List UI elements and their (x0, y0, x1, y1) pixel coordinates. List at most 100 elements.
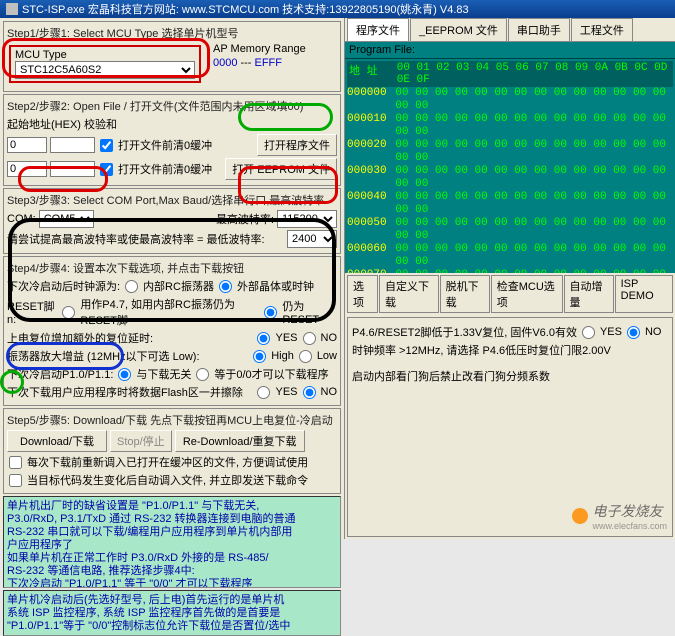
step4-title: Step4/步骤4: 设置本次下载选项, 并点击下载按钮 (7, 260, 337, 276)
hex-tabs: 程序文件 _EEPROM 文件 串口助手 工程文件 (345, 18, 675, 42)
redownload-button[interactable]: Re-Download/重复下载 (175, 430, 305, 452)
btab-options[interactable]: 选项 (347, 275, 378, 313)
minbaud-select[interactable]: 2400 (287, 230, 337, 248)
reset-keep-radio[interactable] (264, 306, 277, 319)
clear-buf2-label: 打开文件前清0缓冲 (118, 161, 212, 177)
tab-serial-helper[interactable]: 串口助手 (508, 18, 570, 41)
osc-gain-label: 振荡器放大增益 (12MHz以下可选 Low): (7, 348, 200, 364)
delay-yes-radio[interactable] (257, 332, 270, 345)
open-program-file-button[interactable]: 打开程序文件 (257, 134, 337, 156)
clock-external-radio[interactable] (219, 280, 232, 293)
com-select[interactable]: COM5 (39, 210, 94, 228)
mem-sep: --- (240, 57, 251, 69)
step5-title: Step5/步骤5: Download/下载 先点下载按钮再MCU上电复位-冷启… (7, 412, 337, 428)
msg-line: RS-232 等通信电路, 推荐选择步骤4中: (7, 565, 337, 578)
hex-row: 00006000 00 00 00 00 00 00 00 00 00 00 0… (347, 243, 673, 269)
step2-start-label: 起始地址(HEX) 校验和 (7, 116, 337, 132)
left-panel: Step1/步骤1: Select MCU Type 选择单片机型号 MCU T… (0, 18, 345, 539)
gain-low-label: Low (317, 350, 337, 362)
right-panel: 程序文件 _EEPROM 文件 串口助手 工程文件 Program File: … (345, 18, 675, 539)
hex-bytes: 00 00 00 00 00 00 00 00 00 00 00 00 00 0… (395, 87, 673, 113)
hex-row: 00001000 00 00 00 00 00 00 00 00 00 00 0… (347, 113, 673, 139)
main-area: Step1/步骤1: Select MCU Type 选择单片机型号 MCU T… (0, 18, 675, 539)
btab-isp-demo[interactable]: ISP DEMO (615, 275, 673, 313)
opt-clock-label: 时钟频率 >12MHz, 请选择 P4.6低压时复位门限2.00V (352, 342, 611, 358)
chksum1-input[interactable] (50, 137, 95, 153)
addr1-input[interactable] (7, 137, 47, 153)
clock-external-label: 外部晶体或时钟 (237, 278, 314, 294)
msg-line: 户应用程序了 (7, 539, 337, 552)
p10p11-none-label: 与下载无关 (136, 366, 191, 382)
gain-high-label: High (271, 350, 294, 362)
btab-check-mcu[interactable]: 检查MCU选项 (491, 275, 563, 313)
hex-rows: 00000000 00 00 00 00 00 00 00 00 00 00 0… (347, 87, 673, 273)
delay-no-radio[interactable] (303, 332, 316, 345)
step2-title: Step2/步骤2: Open File / 打开文件(文件范围内未用区域填00… (7, 98, 337, 114)
bottom-tabs: 选项 自定义下载 脱机下载 检查MCU选项 自动增量 ISP DEMO (345, 273, 675, 315)
clear-buf1-label: 打开文件前清0缓冲 (118, 137, 212, 153)
btab-offline[interactable]: 脱机下载 (440, 275, 490, 313)
hex-bytes: 00 00 00 00 00 00 00 00 00 00 00 00 00 0… (395, 139, 673, 165)
addr2-input[interactable] (7, 161, 47, 177)
hex-addr: 000040 (347, 191, 395, 217)
hex-bytes: 00 00 00 00 00 00 00 00 00 00 00 00 00 0… (395, 191, 673, 217)
reset-p47-radio[interactable] (62, 306, 75, 319)
clock-internal-label: 内部RC振荡器 (143, 278, 214, 294)
p10p11-none-radio[interactable] (118, 368, 131, 381)
msg-line: 系统 ISP 监控程序, 系统 ISP 监控程序首先做的是首要是 (7, 607, 337, 620)
clear-buf1-check[interactable] (100, 139, 113, 152)
reset-p47-label: 用作P4.7, 如用内部RC振荡仍为RESET脚 (80, 296, 259, 328)
msg-line: 下次冷启动 "P1.0/P1.1" 等于 "0/0" 才可以下载程序 (7, 578, 337, 588)
tab-eeprom-file[interactable]: _EEPROM 文件 (410, 18, 507, 41)
step2-group: Step2/步骤2: Open File / 打开文件(文件范围内未用区域填00… (3, 94, 341, 186)
reset-pin-label: RESET脚n: (7, 298, 57, 326)
hex-row: 00005000 00 00 00 00 00 00 00 00 00 00 0… (347, 217, 673, 243)
stop-button[interactable]: Stop/停止 (110, 430, 172, 452)
hex-addr-header: 地 址 (349, 62, 397, 86)
chksum2-input[interactable] (50, 161, 95, 177)
auto-reload-check[interactable] (9, 474, 22, 487)
p10p11-00-label: 等于0/0才可以下载程序 (214, 366, 328, 382)
step4-group: Step4/步骤4: 设置本次下载选项, 并点击下载按钮 下次冷启动后时钟源为:… (3, 256, 341, 406)
opt-reset2-label: P4.6/RESET2脚低于1.33V复位, 固件V6.0有效 (352, 324, 577, 340)
maxbaud-select[interactable]: 115200 (277, 210, 337, 228)
reload-file-label: 每次下载前重新调入已打开在缓冲区的文件, 方便调试使用 (27, 454, 308, 470)
message-box-2: 单片机冷启动后(先选好型号, 后上电)首先运行的是单片机 系统 ISP 监控程序… (3, 590, 341, 636)
hex-bytes: 00 00 00 00 00 00 00 00 00 00 00 00 00 0… (395, 113, 673, 139)
clock-internal-radio[interactable] (125, 280, 138, 293)
msg-line: P3.0/RxD, P3.1/TxD 通过 RS-232 转换器连接到电脑的普通 (7, 513, 337, 526)
hex-bytes: 00 00 00 00 00 00 00 00 00 00 00 00 00 0… (395, 165, 673, 191)
hex-addr: 000010 (347, 113, 395, 139)
p10p11-00-radio[interactable] (196, 368, 209, 381)
maxbaud-label: 最高波特率: (216, 211, 274, 227)
ap-memory-label: AP Memory Range (213, 43, 306, 55)
opt-wdt-label: 启动内部看门狗后禁止改看门狗分频系数 (352, 368, 550, 384)
program-file-label: Program File: (345, 42, 675, 59)
hex-row: 00002000 00 00 00 00 00 00 00 00 00 00 0… (347, 139, 673, 165)
hex-col-header: 00 01 02 03 04 05 06 07 08 09 0A 0B 0C 0… (397, 62, 671, 86)
hex-addr: 000020 (347, 139, 395, 165)
gain-high-radio[interactable] (253, 350, 266, 363)
gain-low-radio[interactable] (299, 350, 312, 363)
msg-line: 单片机冷启动后(先选好型号, 后上电)首先运行的是单片机 (7, 594, 337, 607)
tab-program-file[interactable]: 程序文件 (347, 18, 409, 41)
erase-no-radio[interactable] (303, 386, 316, 399)
tab-project-file[interactable]: 工程文件 (571, 18, 633, 41)
mcu-type-select[interactable]: STC12C5A60S2 (15, 61, 195, 79)
auto-reload-label: 当目标代码发生变化后自动调入文件, 并立即发送下载命令 (27, 472, 308, 488)
clear-buf2-check[interactable] (100, 163, 113, 176)
watermark-icon (572, 508, 588, 524)
open-eeprom-file-button[interactable]: 打开 EEPROM 文件 (225, 158, 337, 180)
download-button[interactable]: Download/下载 (7, 430, 107, 452)
btab-auto-inc[interactable]: 自动增量 (564, 275, 614, 313)
delay-no-label: NO (321, 332, 338, 344)
opt-reset2-yes-radio[interactable] (582, 326, 595, 339)
opt-yes-label: YES (600, 326, 622, 338)
erase-yes-radio[interactable] (257, 386, 270, 399)
opt-reset2-no-radio[interactable] (627, 326, 640, 339)
msg-line: 单片机出厂时的缺省设置是 "P1.0/P1.1" 与下载无关, (7, 500, 337, 513)
btab-custom-dl[interactable]: 自定义下载 (379, 275, 439, 313)
msg-line: "P1.0/P1.1"等于 "0/0"控制标志位允许下载位是否置位/选中 (7, 620, 337, 633)
hex-addr: 000030 (347, 165, 395, 191)
reload-file-check[interactable] (9, 456, 22, 469)
